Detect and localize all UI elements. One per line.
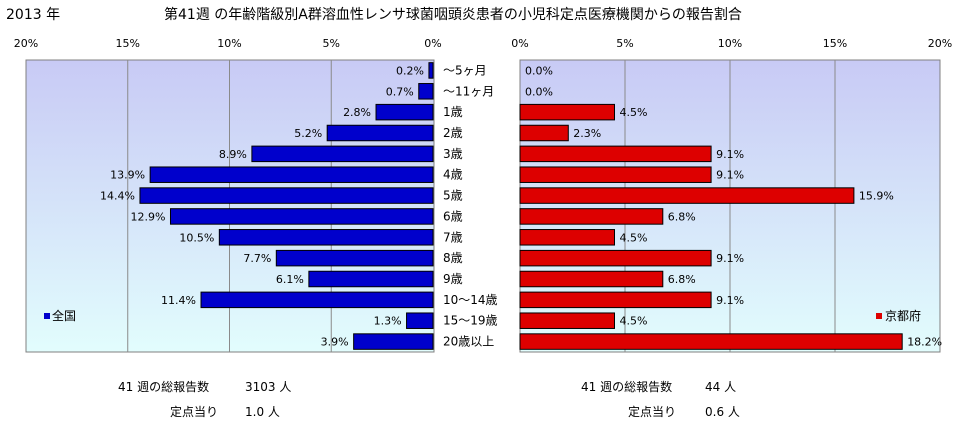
left-x-tick: 5% [323,37,340,50]
left-data-label: 6.1% [276,273,304,286]
left-x-tick: 10% [217,37,241,50]
right-legend-swatch [876,313,882,319]
left-plot-background [25,59,435,353]
right-x-tick: 20% [928,37,952,50]
left-legend-label: 全国 [52,308,76,323]
left-x-tick: 0% [424,37,441,50]
category-label: 3歳 [443,147,463,161]
category-label: 8歳 [443,251,463,265]
left-bar [139,187,434,204]
right-bar [519,229,615,246]
category-label: 6歳 [443,209,463,223]
right-bar [519,166,712,183]
category-label: 15～19歳 [443,314,498,328]
right-bar [519,270,664,288]
right-data-label: 0.0% [525,85,553,98]
left-data-label: 7.7% [243,252,271,265]
left-x-tick: 15% [116,37,140,50]
right-data-label: 4.5% [620,315,648,328]
right-bar [519,124,569,142]
right-bar [519,103,615,121]
right-bar [519,187,855,204]
left-data-label: 0.2% [396,64,424,77]
right-bar [519,145,712,163]
left-bar [353,333,434,350]
left-data-label: 0.7% [386,85,414,98]
right-x-tick: 0% [511,37,528,50]
left-data-label: 2.8% [343,106,371,119]
left-total-value: 3103 人 [245,380,292,394]
right-per-value: 0.6 人 [705,405,740,419]
right-data-label: 9.1% [716,148,744,161]
right-data-label: 4.5% [620,231,648,244]
left-data-label: 8.9% [219,148,247,161]
right-bar [519,249,712,267]
left-bar [428,62,434,79]
left-legend-swatch [44,313,50,319]
left-bar [326,124,434,142]
left-bar [418,83,434,100]
category-label: ～5ヶ月 [443,63,487,77]
right-bar [519,291,712,309]
left-data-label: 13.9% [110,169,145,182]
right-bar [519,208,664,225]
right-data-label: 9.1% [716,294,744,307]
category-label: 2歳 [443,126,463,140]
right-x-tick: 15% [823,37,847,50]
left-bar [218,229,434,246]
left-bar [406,312,434,329]
right-data-label: 6.8% [668,273,696,286]
left-per-value: 1.0 人 [245,405,280,419]
left-per-label: 定点当り [170,405,219,419]
right-x-tick: 10% [718,37,742,50]
right-legend-label: 京都府 [885,308,921,323]
right-total-value: 44 人 [705,380,737,394]
left-x-tick: 20% [14,37,38,50]
left-bar [200,291,434,309]
right-plot-background [519,59,941,353]
left-bar [308,270,434,288]
right-data-label: 4.5% [620,106,648,119]
category-label: 10～14歳 [443,293,498,307]
left-data-label: 5.2% [294,127,322,140]
left-data-label: 14.4% [100,190,135,203]
right-bar [519,312,615,329]
year-label: 2013 年 [6,7,61,23]
left-bar [375,103,434,121]
right-total-label: 41 週の総報告数 [581,380,673,394]
category-label: ～11ヶ月 [443,84,494,98]
right-data-label: 15.9% [859,190,894,203]
category-label: 1歳 [443,105,463,119]
left-bar [275,249,434,267]
category-label: 7歳 [443,230,463,244]
left-bar [251,145,434,163]
right-data-label: 9.1% [716,169,744,182]
category-label: 5歳 [443,189,463,203]
left-total-label: 41 週の総報告数 [118,380,210,394]
left-data-label: 1.3% [374,315,402,328]
right-x-tick: 5% [616,37,633,50]
category-label: 9歳 [443,272,463,286]
right-data-label: 18.2% [907,336,942,349]
left-data-label: 12.9% [131,210,166,223]
right-bar [519,333,903,350]
right-data-label: 9.1% [716,252,744,265]
left-bar [149,166,434,183]
category-label: 4歳 [443,168,463,182]
chart-title: 第41週 の年齢階級別A群溶血性レンサ球菌咽頭炎患者の小児科定点医療機関からの報… [164,7,742,23]
right-data-label: 2.3% [573,127,601,140]
right-per-label: 定点当り [628,405,677,419]
left-bar [169,208,434,225]
right-data-label: 6.8% [668,210,696,223]
left-data-label: 10.5% [179,231,214,244]
left-data-label: 3.9% [321,336,349,349]
left-data-label: 11.4% [161,294,196,307]
category-label: 20歳以上 [443,335,494,349]
right-data-label: 0.0% [525,64,553,77]
